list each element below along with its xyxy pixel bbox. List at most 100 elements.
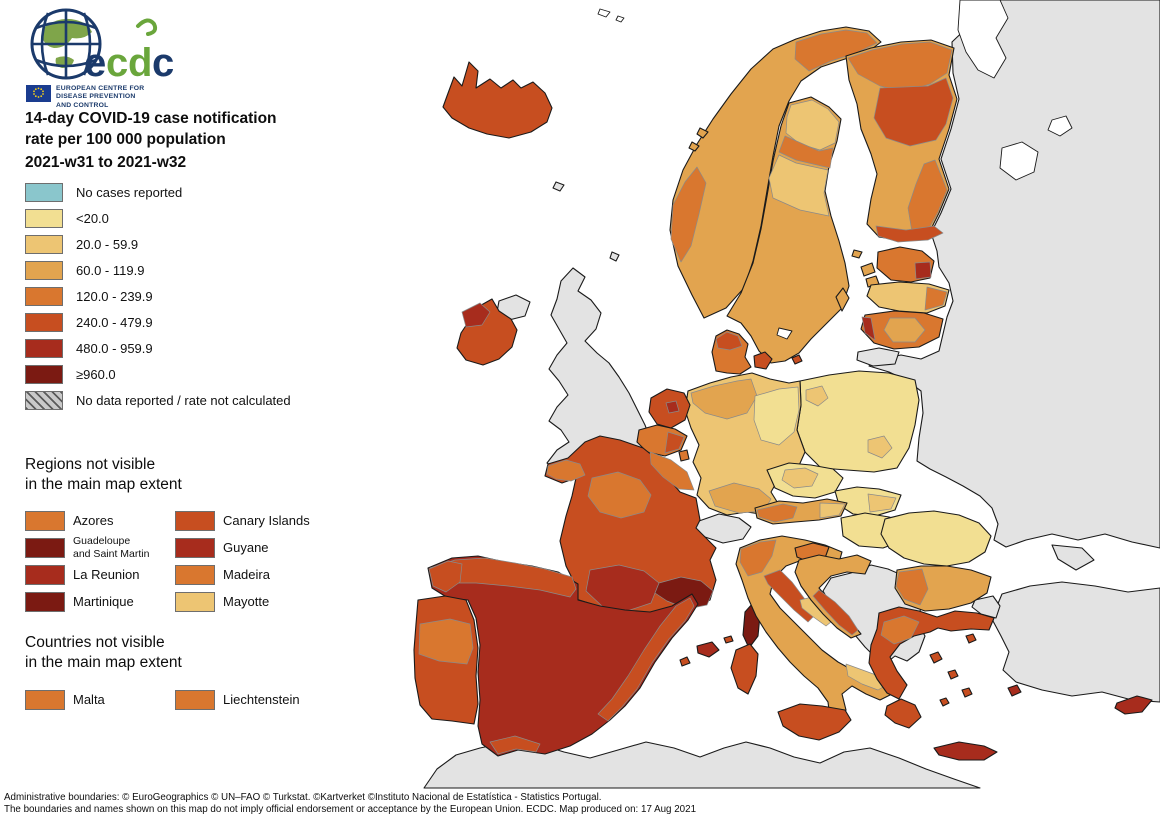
countries-not-visible-list: Malta Liechtenstein — [25, 686, 355, 713]
map-region-rhodes — [1007, 684, 1022, 697]
eu-flag-icon — [26, 85, 51, 102]
region-swatch — [25, 537, 65, 558]
map-region-finland-lapland — [873, 77, 954, 147]
map-region-kaliningrad — [856, 347, 900, 367]
country-swatch — [175, 689, 215, 710]
map-region-turkey — [992, 581, 1160, 703]
map-region-portugal-center — [418, 618, 474, 665]
legend-item-20-59: 20.0 - 59.9 — [25, 231, 291, 257]
white-sea — [957, 0, 1009, 79]
map-region-netherlands-utrecht — [665, 400, 680, 414]
map-region-luxembourg — [678, 449, 690, 462]
svg-text:e: e — [84, 41, 106, 84]
map-region-poland-southeast — [867, 435, 893, 459]
legend-item-240-479: 240.0 - 479.9 — [25, 309, 291, 335]
map-region-peloponnese — [884, 698, 922, 729]
map-region-sweden-norrland — [778, 135, 834, 169]
map-region-norway — [669, 26, 882, 319]
map-region-shetland — [609, 251, 620, 262]
legend-item-960plus: ≥960.0 — [25, 361, 291, 387]
map-region-sweden-north — [785, 99, 840, 151]
arctic-islet — [597, 8, 611, 18]
lake-vanern — [776, 327, 793, 340]
map-region-sicily — [777, 703, 852, 741]
map-region-cyprus — [1114, 695, 1153, 715]
region-martinique: Martinique — [25, 591, 175, 612]
map-region-greece-inland — [880, 615, 920, 645]
country-liechtenstein: Liechtenstein — [175, 689, 355, 710]
map-region-sweden-middle — [768, 154, 830, 217]
map-region-ireland-northwest — [461, 302, 491, 328]
map-region-andalusia-west — [489, 735, 541, 755]
countries-not-visible-heading: Countries not visible in the main map ex… — [25, 634, 182, 672]
legend-item-no-data: No data reported / rate not calculated — [25, 387, 291, 413]
map-region-norway-west — [670, 166, 707, 263]
legend-swatch-hatched — [25, 390, 63, 410]
map-region-aegean-island — [939, 697, 950, 707]
map-footer-credits: Administrative boundaries: © EuroGeograp… — [4, 792, 697, 816]
map-region-occitanie — [585, 564, 660, 612]
region-madeira: Madeira — [175, 564, 355, 585]
legend-swatch — [25, 312, 63, 332]
map-region-austria-east — [819, 502, 846, 519]
map-region-finland-north — [847, 41, 953, 93]
map-region-zealand — [753, 351, 773, 370]
region-guyane: Guyane — [175, 537, 355, 558]
region-mayotte: Mayotte — [175, 591, 355, 612]
svg-text:c: c — [106, 41, 128, 84]
map-region-lithuania-middle — [883, 317, 926, 343]
legend-item-120-239: 120.0 - 239.9 — [25, 283, 291, 309]
region-swatch — [175, 510, 215, 531]
lake-onega — [1047, 115, 1073, 137]
legend-item-480-959: 480.0 - 959.9 — [25, 335, 291, 361]
legend-swatch — [25, 208, 63, 228]
map-region-aland — [851, 249, 863, 259]
region-swatch — [25, 510, 65, 531]
regions-not-visible-list: Azores Canary Islands Guadeloupe and Sain… — [25, 507, 355, 615]
map-region-spain-east-coast — [597, 597, 695, 722]
svg-text:d: d — [128, 41, 152, 84]
legend-item-no-cases: No cases reported — [25, 179, 291, 205]
region-swatch — [25, 591, 65, 612]
ecdc-logo: e c d c EUROPEAN CENTRE FOR DISEASE PREV… — [26, 6, 326, 110]
map-region-finland-south-coast — [875, 225, 944, 243]
ecdc-globe-icon: e c d c — [30, 8, 174, 84]
map-region-france-center — [587, 471, 652, 519]
country-swatch — [25, 689, 65, 710]
map-region-poland-northwest — [805, 385, 829, 407]
map-region-aegean-island — [965, 633, 977, 644]
map-region-germany-northwest — [690, 378, 758, 420]
map-region-germany-east — [753, 386, 800, 446]
map-region-estonia-southeast — [914, 261, 932, 280]
map-region-ibiza — [679, 656, 691, 667]
region-swatch — [175, 591, 215, 612]
map-region-provence — [654, 576, 714, 610]
map-region-lithuania-coast — [861, 316, 876, 341]
region-swatch — [175, 564, 215, 585]
legend-swatch — [25, 234, 63, 254]
svg-text:c: c — [152, 41, 174, 84]
map-region-menorca — [723, 635, 734, 644]
map-region-latvia-east — [924, 286, 948, 311]
map-region-austria-west — [756, 503, 798, 523]
map-title: 14-day COVID-19 case notification rate p… — [25, 110, 277, 172]
legend-swatch — [25, 286, 63, 306]
map-region-aegean-island — [961, 687, 973, 698]
map-region-aegean-island — [947, 669, 959, 680]
arctic-islet — [615, 15, 625, 23]
country-malta: Malta — [25, 689, 175, 710]
map-region-iceland — [442, 61, 553, 139]
map-region-bulgaria-west — [895, 568, 929, 606]
map-region-lofoten — [696, 127, 709, 139]
legend-swatch — [25, 338, 63, 358]
region-swatch — [175, 537, 215, 558]
map-region-slovakia-east — [867, 493, 897, 513]
region-azores: Azores — [25, 510, 175, 531]
map-region-mallorca — [696, 641, 720, 658]
region-la-reunion: La Reunion — [25, 564, 175, 585]
map-region-belgium-east — [664, 431, 685, 454]
map-region-dalmatia — [812, 589, 859, 636]
europe-choropleth-map — [413, 0, 1160, 789]
legend-swatch — [25, 182, 63, 202]
map-region-grand-est — [649, 451, 695, 491]
